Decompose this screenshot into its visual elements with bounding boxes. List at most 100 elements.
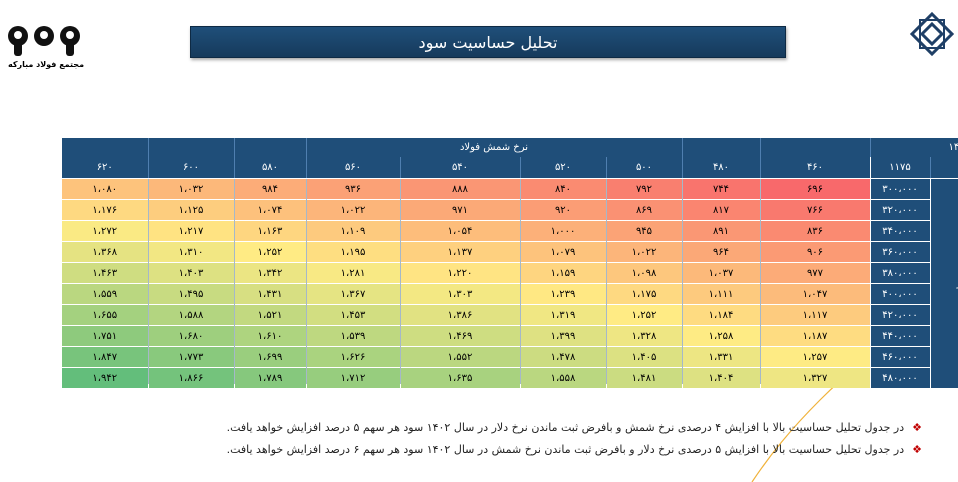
note-text: در جدول تحلیل حساسیت بالا با افزایش ۴ در…	[226, 420, 905, 434]
table-cell: ۱،۱۷۵	[605, 283, 682, 305]
row-header: ۳۶۰،۰۰۰	[869, 241, 930, 263]
row-header: ۳۲۰،۰۰۰	[869, 199, 930, 221]
table-cell: ۹۰۶	[759, 241, 870, 263]
table-cell: ۱،۰۵۴	[399, 220, 520, 242]
corner-value: ۱۱۷۵	[869, 157, 930, 179]
header-spacer	[759, 138, 870, 157]
table-cell: ۱،۰۹۸	[605, 262, 682, 284]
table-cell: ۱،۰۰۰	[519, 220, 606, 242]
table-cell: ۱،۷۸۹	[233, 367, 306, 388]
table-cell: ۱،۴۰۵	[605, 346, 682, 368]
row-header: ۴۶۰،۰۰۰	[869, 346, 930, 368]
table-cell: ۱،۴۰۴	[681, 367, 760, 388]
table-cell: ۱،۳۲۷	[759, 367, 870, 388]
header-spacer	[62, 138, 148, 157]
table-cell: ۱،۳۴۲	[233, 262, 306, 284]
table-cell: ۱،۳۶۸	[62, 241, 148, 263]
note-item: ❖ در جدول تحلیل حساسیت بالا با افزایش ۴ …	[227, 416, 922, 438]
diamond-bullet-icon: ❖	[912, 442, 922, 456]
table-cell: ۱،۳۸۶	[399, 304, 520, 326]
table-cell: ۱،۰۴۷	[759, 283, 870, 305]
table-group-header-row: نرخ شمش فولاد ۱۴۰۲	[62, 138, 958, 157]
table-cell: ۱،۱۹۵	[305, 241, 400, 263]
table-cell: ۹۷۱	[399, 199, 520, 221]
table-cell: ۸۳۶	[759, 220, 870, 242]
table-cell: ۱،۵۸۸	[147, 304, 234, 326]
notes-list: ❖ در جدول تحلیل حساسیت بالا با افزایش ۴ …	[227, 416, 922, 460]
table-row: ۱،۴۶۳ ۱،۴۰۳ ۱،۳۴۲ ۱،۲۸۱ ۱،۲۲۰ ۱،۱۵۹ ۱،۰۹۸ ۱،۰۳۷…	[62, 262, 958, 284]
column-header: ۵۴۰	[399, 157, 520, 179]
table-cell: ۱،۹۴۲	[62, 367, 148, 388]
column-header: ۴۶۰	[759, 157, 870, 179]
header-spacer	[233, 138, 306, 157]
row-header: ۴۰۰،۰۰۰	[869, 283, 930, 305]
table-cell: ۱،۷۵۱	[62, 325, 148, 347]
table-cell: ۱،۱۸۷	[759, 325, 870, 347]
table-cell: ۱،۰۲۲	[605, 241, 682, 263]
column-header: ۵۸۰	[233, 157, 306, 179]
table-cell: ۱،۲۵۲	[233, 241, 306, 263]
table-cell: ۱،۶۱۰	[233, 325, 306, 347]
table-cell: ۱،۱۸۴	[681, 304, 760, 326]
brand-caption: مجتمع فولاد مبارکه	[7, 60, 85, 69]
table-cell: ۱،۴۳۱	[233, 283, 306, 305]
row-header: ۴۴۰،۰۰۰	[869, 325, 930, 347]
table-cell: ۱،۳۶۷	[305, 283, 400, 305]
table-cell: ۱،۶۳۵	[399, 367, 520, 388]
sensitivity-table: نرخ شمش فولاد ۱۴۰۲ ۶۲۰۶۰۰۵۸۰۵۶۰۵۴۰۵۲۰۵۰۰…	[62, 138, 958, 388]
column-header: ۴۸۰	[681, 157, 760, 179]
table-cell: ۹۲۰	[519, 199, 606, 221]
table-cell: ۱،۰۷۹	[519, 241, 606, 263]
table-row: ۱،۱۷۶ ۱،۱۲۵ ۱،۰۷۴ ۱،۰۲۲ ۹۷۱ ۹۲۰ ۸۶۹ ۸۱۷ ۷۶۶ ۳۲۰،۰…	[62, 199, 958, 221]
table-cell: ۱،۰۷۴	[233, 199, 306, 221]
header-spacer	[147, 138, 234, 157]
company-logo: مجتمع فولاد مبارکه	[4, 18, 88, 74]
row-header: ۴۲۰،۰۰۰	[869, 304, 930, 326]
table-cell: ۱،۰۳۷	[681, 262, 760, 284]
table-cell: ۱،۳۰۳	[399, 283, 520, 305]
table-cell: ۹۸۴	[233, 178, 306, 200]
table-cell: ۱،۴۰۳	[147, 262, 234, 284]
table-cell: ۱،۵۵۲	[399, 346, 520, 368]
column-header: ۶۲۰	[62, 157, 148, 179]
row-header: ۳۴۰،۰۰۰	[869, 220, 930, 242]
table-cell: ۱،۶۵۵	[62, 304, 148, 326]
table-cell: ۱،۳۱۹	[519, 304, 606, 326]
table-cell: ۱،۵۵۹	[62, 283, 148, 305]
table-cell: ۱،۵۲۱	[233, 304, 306, 326]
year-label: ۱۴۰۲	[869, 138, 958, 157]
table-cell: ۱،۷۱۲	[305, 367, 400, 388]
table-cell: ۱،۶۲۶	[305, 346, 400, 368]
note-text: در جدول تحلیل حساسیت بالا با افزایش ۵ در…	[226, 442, 905, 456]
table-cell: ۹۴۵	[605, 220, 682, 242]
table-cell: ۱،۷۷۳	[147, 346, 234, 368]
row-header: ۳۰۰،۰۰۰	[869, 178, 930, 200]
table-cell: ۱،۲۱۷	[147, 220, 234, 242]
column-header: ۵۲۰	[519, 157, 606, 179]
table-cell: ۹۶۴	[681, 241, 760, 263]
row-header: ۳۸۰،۰۰۰	[869, 262, 930, 284]
header-spacer	[929, 157, 958, 179]
table-cell: ۱،۱۶۳	[233, 220, 306, 242]
table-cell: ۱،۸۶۶	[147, 367, 234, 388]
table-cell: ۱،۴۶۹	[399, 325, 520, 347]
table-row: ۱،۸۴۷ ۱،۷۷۳ ۱،۶۹۹ ۱،۶۲۶ ۱،۵۵۲ ۱،۴۷۸ ۱،۴۰۵ ۱،۳۳۱…	[62, 346, 958, 368]
table-cell: ۱،۲۸۱	[305, 262, 400, 284]
table-cell: ۱،۳۳۱	[681, 346, 760, 368]
table-cell: ۸۶۹	[605, 199, 682, 221]
table-cell: ۱،۲۵۸	[681, 325, 760, 347]
page-title: تحلیل حساسیت سود	[190, 26, 786, 58]
table-cell: ۱،۴۶۳	[62, 262, 148, 284]
table-cell: ۱،۸۴۷	[62, 346, 148, 368]
column-group-label: نرخ شمش فولاد	[305, 138, 682, 157]
table-cell: ۱،۱۳۷	[399, 241, 520, 263]
table-cell: ۱،۶۸۰	[147, 325, 234, 347]
table-cell: ۱،۲۵۲	[605, 304, 682, 326]
emblem-icon	[906, 10, 958, 66]
table-cell: ۸۴۰	[519, 178, 606, 200]
row-header: ۴۸۰،۰۰۰	[869, 367, 930, 388]
table-cell: ۹۷۷	[759, 262, 870, 284]
table-row: ۱،۲۷۲ ۱،۲۱۷ ۱،۱۶۳ ۱،۱۰۹ ۱،۰۵۴ ۱،۰۰۰ ۹۴۵ ۸۹۱ ۸۳۶ ۳…	[62, 220, 958, 242]
table-cell: ۱،۲۲۰	[399, 262, 520, 284]
table-cell: ۱،۱۲۵	[147, 199, 234, 221]
